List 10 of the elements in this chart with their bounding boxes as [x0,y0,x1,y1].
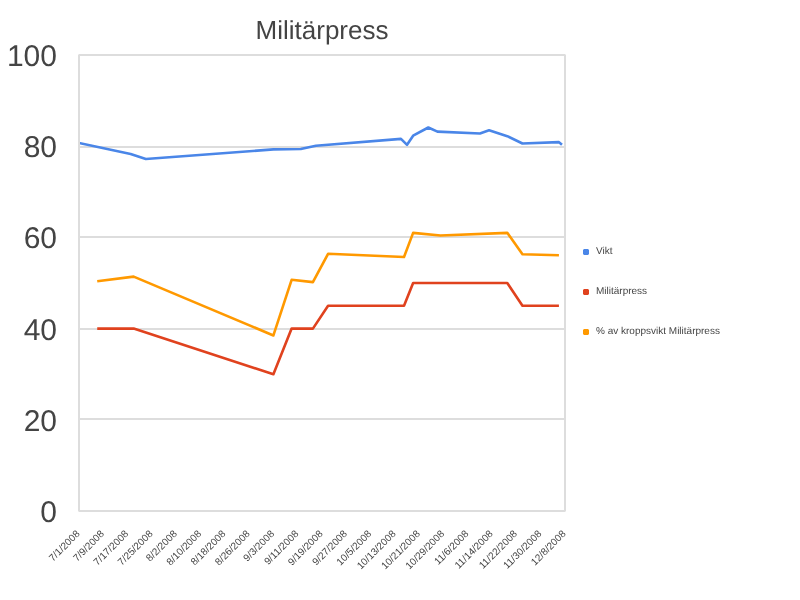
y-tick-label: 60 [23,222,58,257]
y-tick-label: 0 [40,496,57,530]
line-series [79,126,564,161]
chart-title: Militärpress [255,15,390,45]
line-series [95,281,561,376]
y-tick-label: 80 [23,131,58,166]
y-tick-label: 20 [23,404,58,439]
line-series [95,231,561,337]
y-tick-label: 100 [6,40,58,74]
y-tick-label: 40 [23,313,58,348]
